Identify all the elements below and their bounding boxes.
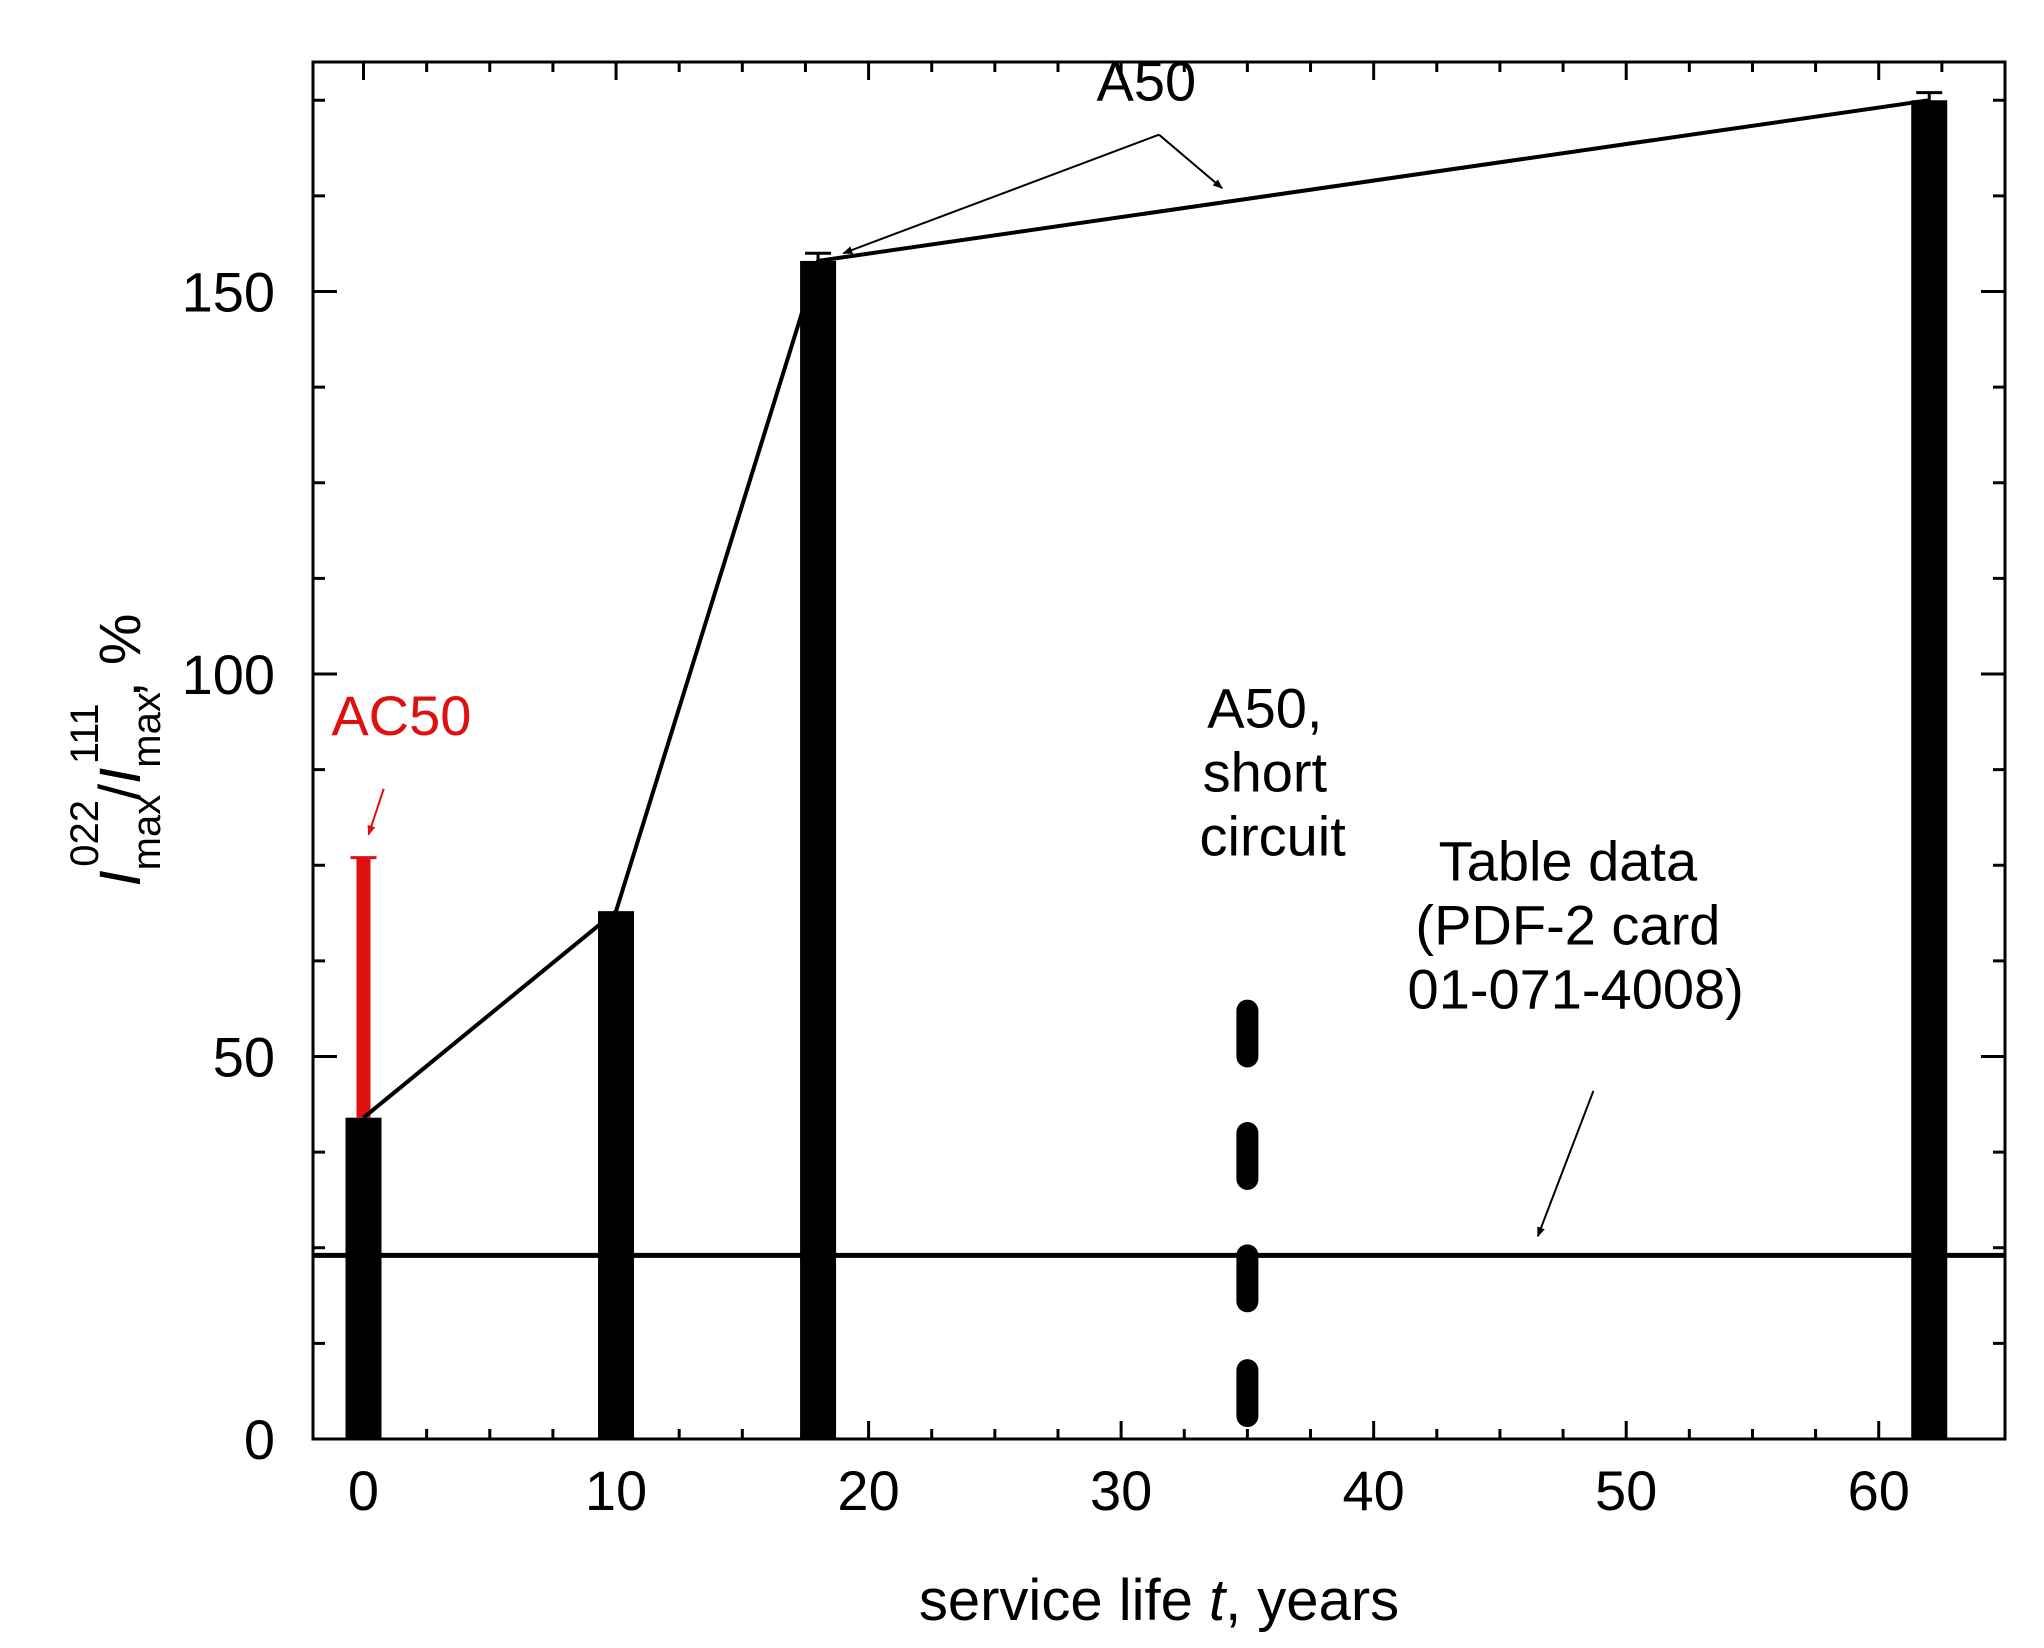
x-tick-label: 30 bbox=[1090, 1459, 1152, 1522]
x-tick-label: 0 bbox=[348, 1459, 379, 1522]
bars bbox=[345, 91, 1948, 1439]
y-tick-label: 0 bbox=[244, 1408, 275, 1471]
bar-a50 bbox=[800, 260, 837, 1439]
a50-series-line bbox=[362, 98, 1930, 1120]
x-tick-label: 60 bbox=[1848, 1459, 1910, 1522]
svg-text:Imax022/Imax111, %: Imax022/Imax111, % bbox=[63, 614, 169, 887]
annotation-arrow bbox=[1536, 1090, 1595, 1238]
annotation-short-circuit-line-2: short bbox=[1203, 741, 1328, 804]
y-label-slash: / bbox=[88, 783, 153, 800]
y-label-var-2: I bbox=[88, 768, 153, 784]
annotation-arrow bbox=[842, 133, 1160, 255]
plot-frame bbox=[311, 60, 2007, 1441]
annotation-arrow bbox=[367, 788, 385, 836]
y-label-sup-2: 111 bbox=[63, 703, 107, 764]
y-label-unit: , % bbox=[88, 614, 153, 698]
annotation-short-circuit-line-1: A50, bbox=[1207, 677, 1322, 740]
axis-ticks bbox=[313, 62, 2007, 1441]
y-label-sup-1: 022 bbox=[63, 800, 107, 867]
y-tick-label: 50 bbox=[213, 1026, 275, 1089]
y-tick-labels: 0 50 100 150 bbox=[182, 261, 275, 1472]
x-axis-label-unit: , years bbox=[1225, 1568, 1399, 1633]
x-tick-labels: 0 10 20 30 40 50 60 bbox=[348, 1459, 1910, 1522]
bar-ac50 bbox=[356, 857, 371, 1118]
annotation-table-data-line-3: 01-071-4008) bbox=[1408, 958, 1744, 1021]
y-tick-label: 100 bbox=[182, 643, 275, 706]
annotation-a50: A50 bbox=[1097, 49, 1197, 112]
bar-a50 bbox=[345, 1117, 382, 1439]
x-tick-label: 50 bbox=[1595, 1459, 1657, 1522]
annotation-short-circuit-line-3: circuit bbox=[1200, 805, 1347, 868]
x-axis-label-variable: t bbox=[1209, 1568, 1228, 1633]
annotation-arrows bbox=[367, 133, 1595, 1238]
annotation-ac50: AC50 bbox=[331, 684, 471, 747]
bar-a50 bbox=[598, 911, 635, 1439]
x-tick-label: 40 bbox=[1343, 1459, 1405, 1522]
y-label-var-1: I bbox=[88, 870, 153, 886]
annotation-table-data-line-2: (PDF-2 card bbox=[1415, 894, 1720, 957]
annotation-table-data-line-1: Table data bbox=[1439, 830, 1698, 893]
y-tick-label: 150 bbox=[182, 261, 275, 324]
x-tick-label: 20 bbox=[837, 1459, 899, 1522]
y-label-sub-1: max bbox=[125, 795, 169, 871]
x-axis-label: service life t, years bbox=[919, 1568, 1399, 1633]
bar-a50 bbox=[1911, 100, 1948, 1439]
annotation-arrow bbox=[1158, 133, 1223, 189]
annotation-short-circuit: A50, short circuit bbox=[1200, 677, 1347, 868]
annotation-table-data: Table data (PDF-2 card 01-071-4008) bbox=[1408, 830, 1744, 1021]
y-axis-label: Imax022/Imax111, % bbox=[63, 614, 169, 887]
x-tick-label: 10 bbox=[585, 1459, 647, 1522]
x-axis-label-text: service life bbox=[919, 1568, 1209, 1633]
y-label-sub-2: max bbox=[125, 692, 169, 768]
